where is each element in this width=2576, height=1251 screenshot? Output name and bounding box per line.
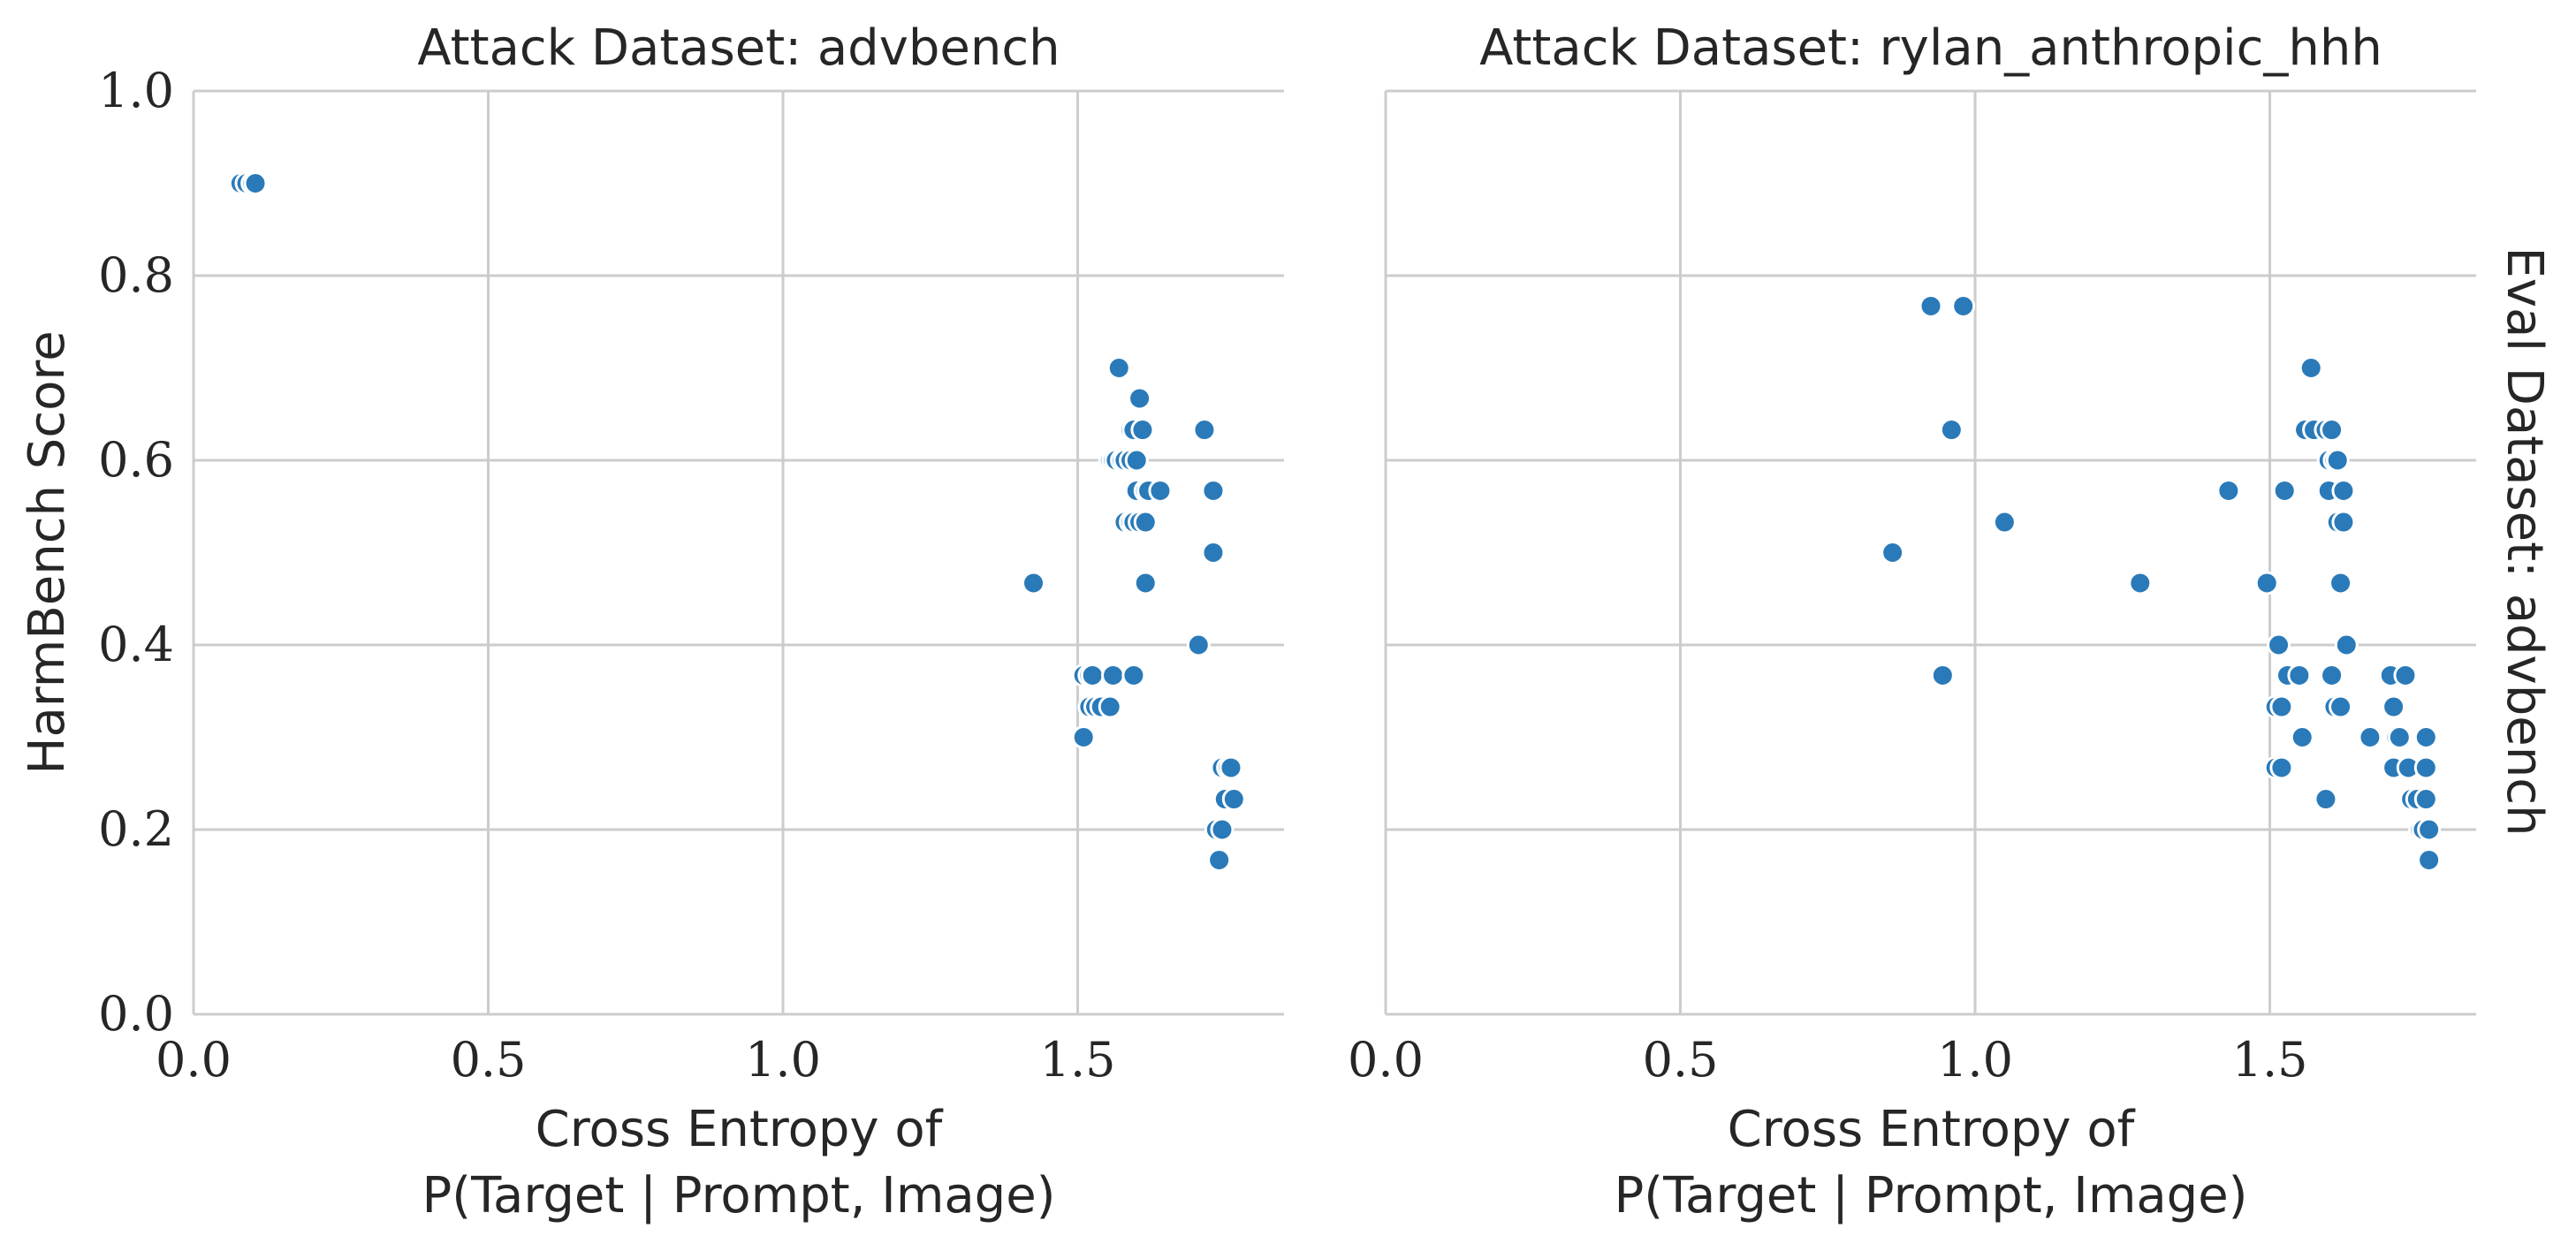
scatter-point	[2320, 663, 2344, 687]
x-tick-label: 0.5	[451, 1032, 527, 1088]
scatter-point	[1919, 293, 1943, 318]
scatter-point	[1201, 541, 1226, 565]
scatter-point	[2299, 356, 2323, 380]
scatter-point	[1207, 847, 1232, 872]
x-tick-label: 0.5	[1643, 1032, 1719, 1088]
scatter-point	[1128, 386, 1152, 411]
panel-title: Attack Dataset: advbench	[417, 19, 1060, 77]
x-tick-label: 1.0	[745, 1032, 821, 1088]
y-tick-label: 0.8	[98, 247, 174, 303]
scatter-point	[1992, 510, 2017, 535]
scatter-point	[2413, 755, 2438, 780]
scatter-point	[1101, 663, 1126, 687]
scatter-point	[2269, 755, 2294, 780]
y-tick-label: 0.4	[98, 617, 174, 672]
panel-title: Attack Dataset: rylan_anthropic_hhh	[1479, 19, 2382, 77]
y-tick-label: 0.2	[98, 801, 174, 857]
scatter-point	[1221, 787, 1246, 812]
row-facet-label: Eval Dataset: advbench	[2496, 247, 2553, 837]
scatter-point	[1192, 418, 1217, 443]
x-axis-label-line2: P(Target | Prompt, Image)	[422, 1167, 1055, 1224]
scatter-point	[2358, 725, 2382, 749]
y-tick-label: 0.6	[98, 432, 174, 488]
scatter-point	[1124, 448, 1149, 473]
scatter-point	[1121, 663, 1146, 687]
scatter-point	[1881, 541, 1905, 565]
x-tick-labels: 0.0 0.5 1.0 1.5	[156, 1032, 1115, 1088]
scatter-point	[1106, 356, 1131, 380]
x-axis-label-line1: Cross Entropy of	[1728, 1101, 2136, 1158]
scatter-point	[1133, 571, 1158, 595]
panel-advbench: 0.0 0.5 1.0 1.5 0.0 0.2 0.4 0.6 0.8 1.0 Attack D…	[19, 19, 1284, 1224]
scatter-point	[2287, 663, 2312, 687]
scatter-point	[243, 171, 268, 195]
scatter-point	[1130, 418, 1155, 443]
scatter-point	[2387, 725, 2412, 749]
y-tick-labels: 0.0 0.2 0.4 0.6 0.8 1.0	[98, 63, 174, 1042]
x-tick-label: 1.0	[1937, 1032, 2013, 1088]
scatter-point	[2413, 787, 2438, 812]
scatter-point	[1080, 663, 1105, 687]
scatter-point	[2314, 787, 2338, 812]
scatter-points	[228, 171, 1246, 872]
x-axis-label-line1: Cross Entropy of	[536, 1101, 944, 1158]
scatter-point	[2417, 847, 2442, 872]
grid-lines	[194, 89, 1284, 1014]
x-tick-labels: 0.0 0.5 1.0 1.5	[1348, 1032, 2307, 1088]
scatter-point	[2325, 448, 2350, 473]
scatter-point	[2290, 725, 2314, 749]
x-tick-label: 1.5	[1040, 1032, 1116, 1088]
x-axis-label-line2: P(Target | Prompt, Image)	[1614, 1167, 2247, 1224]
scatter-point	[2393, 663, 2418, 687]
y-tick-label: 1.0	[98, 63, 174, 118]
scatter-point	[1951, 293, 1976, 318]
scatter-point	[2329, 571, 2353, 595]
x-tick-label: 1.5	[2232, 1032, 2308, 1088]
scatter-point	[1186, 633, 1211, 657]
scatter-point	[1071, 725, 1096, 749]
scatter-point	[1098, 694, 1122, 719]
x-tick-label: 0.0	[156, 1032, 232, 1088]
scatter-point	[1148, 478, 1173, 503]
scatter-point	[2413, 725, 2438, 749]
scatter-point	[2267, 633, 2291, 657]
scatter-point	[1939, 418, 1964, 443]
scatter-point	[2254, 571, 2279, 595]
grid-lines	[1386, 89, 2476, 1014]
scatter-point	[1133, 510, 1158, 535]
scatter-point	[2331, 510, 2356, 535]
x-tick-label: 0.0	[1348, 1032, 1424, 1088]
panel-rylan-anthropic-hhh: 0.0 0.5 1.0 1.5 Attack Dataset: rylan_anthr…	[1348, 19, 2553, 1224]
scatter-point	[2269, 694, 2294, 719]
scatter-points	[1881, 293, 2442, 872]
y-axis-label: HarmBench Score	[19, 330, 76, 774]
y-tick-label: 0.0	[98, 986, 174, 1042]
scatter-point	[1210, 817, 1235, 842]
scatter-point	[1930, 663, 1955, 687]
scatter-point	[1022, 571, 1046, 595]
scatter-point	[2272, 478, 2297, 503]
scatter-point	[2334, 633, 2359, 657]
scatter-point	[2329, 694, 2353, 719]
scatter-point	[2331, 478, 2356, 503]
scatter-point	[2382, 694, 2406, 719]
scatter-point	[1219, 755, 1243, 780]
scatter-point	[1201, 478, 1226, 503]
scatter-point	[2216, 478, 2241, 503]
scatter-point	[2320, 418, 2344, 443]
scatter-point	[2128, 571, 2153, 595]
scatter-point	[2417, 817, 2442, 842]
